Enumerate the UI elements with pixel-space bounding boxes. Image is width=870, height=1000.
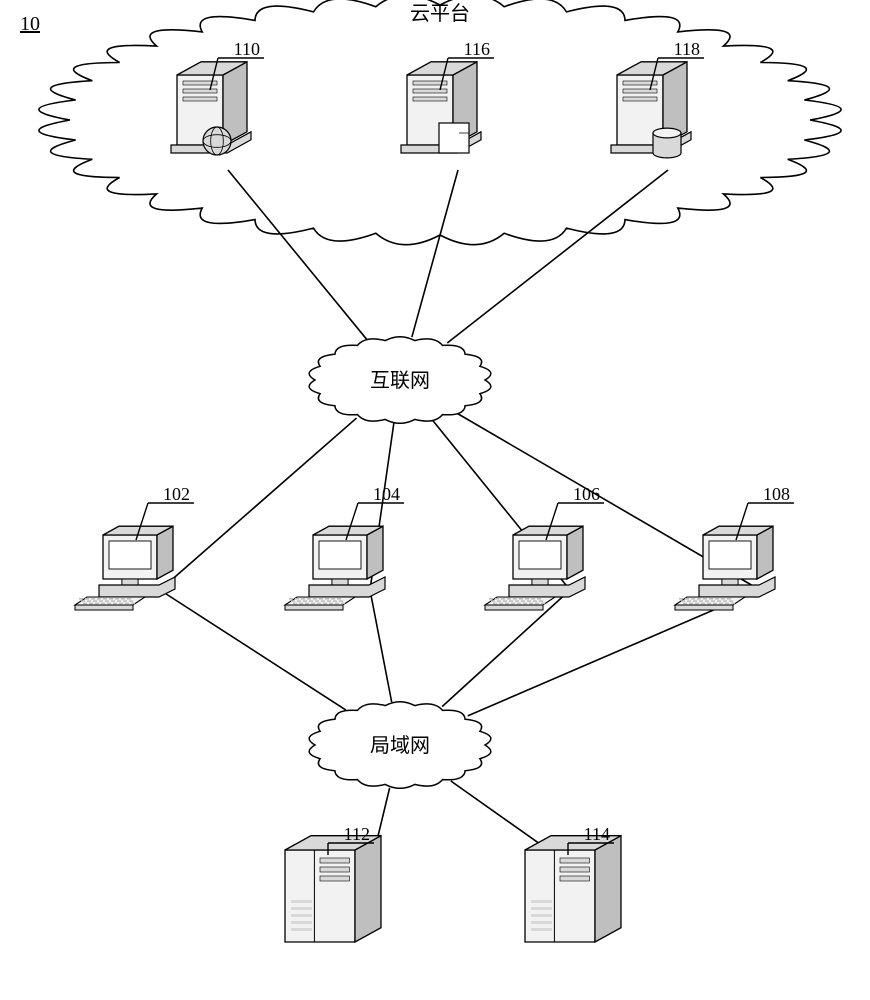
cloud-internet-label: 互联网	[370, 369, 430, 392]
ref-number: 106	[573, 484, 600, 504]
edge	[412, 170, 458, 337]
server-110	[171, 62, 251, 155]
network-diagram: 云平台互联网局域网 110 116 118 102 104 106 108 112 114 10	[0, 0, 870, 1000]
tower-114	[525, 836, 621, 942]
desktop-104	[285, 526, 385, 610]
ref-number: 110	[234, 39, 260, 59]
edges	[160, 170, 760, 890]
figure-number: 10	[20, 13, 40, 35]
server-118	[611, 62, 691, 158]
edge	[447, 170, 668, 343]
tower-112	[285, 836, 381, 942]
ref-number: 118	[674, 39, 700, 59]
desktop-106	[485, 526, 585, 610]
cloud-lan-label: 局域网	[370, 734, 430, 757]
cloud-platform-label: 云平台	[410, 2, 470, 25]
ref-number: 102	[163, 484, 190, 504]
ref-number: 116	[464, 39, 490, 59]
server-116	[401, 62, 481, 153]
ref-number: 114	[584, 824, 610, 844]
desktop-108	[675, 526, 775, 610]
ref-number: 108	[763, 484, 790, 504]
ref-number: 112	[344, 824, 370, 844]
edge	[228, 170, 367, 340]
desktop-102	[75, 526, 175, 610]
ref-number: 104	[373, 484, 400, 504]
edge	[370, 590, 392, 702]
